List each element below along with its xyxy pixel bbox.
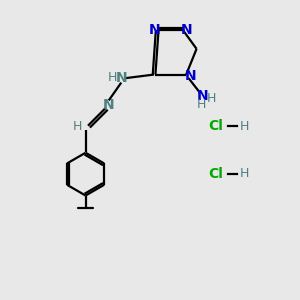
Text: N: N [149,23,161,37]
Text: H: H [108,71,118,84]
Text: N: N [181,23,193,37]
Text: H: H [196,98,206,111]
Text: Cl: Cl [208,119,223,133]
Text: H: H [240,167,249,180]
Text: N: N [185,69,197,83]
Text: Cl: Cl [208,167,223,181]
Text: H: H [73,120,82,133]
Text: N: N [197,89,208,103]
Text: N: N [116,70,127,85]
Text: H: H [240,120,249,133]
Text: N: N [103,98,115,112]
Text: H: H [207,92,216,105]
